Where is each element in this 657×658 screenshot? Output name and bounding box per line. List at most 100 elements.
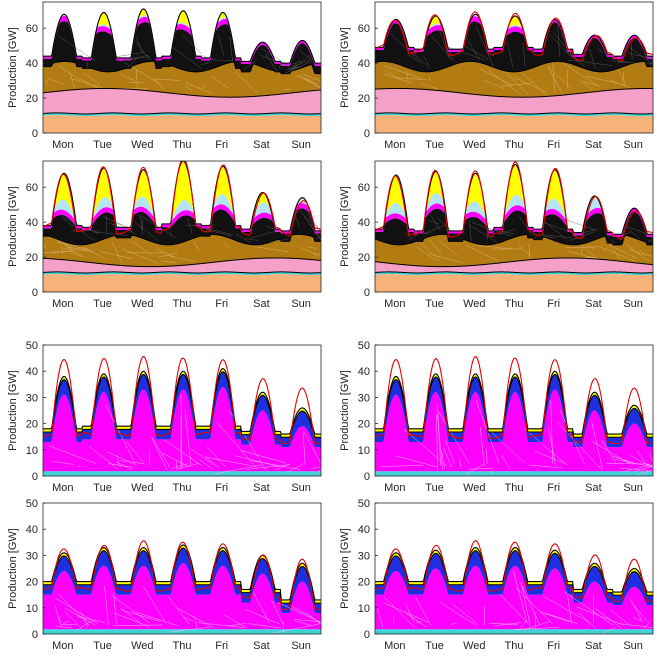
hatch-line [151,436,171,468]
hatch-line [244,608,280,625]
hatch-line [156,248,176,258]
x-tick-label: Thu [505,139,524,151]
hatch-line [303,432,321,464]
hatch-line [298,209,321,234]
y-tick-label: 40 [26,366,38,378]
hatch-line [504,71,529,95]
hatch-line [591,440,631,465]
hatch-line [410,615,427,628]
chart-panel-8: 0 10 20 30 40 50 Mon Tue Wed Thu Fri Sat Sun Producti… [339,498,654,652]
hatch-line [479,68,513,86]
hatch-line [113,592,117,624]
cyan-area [375,112,653,117]
hatch-line [618,69,627,86]
hatch-line [547,66,563,95]
hatch-line [528,464,564,469]
hatch-line [194,616,198,628]
y-axis-label: Production [GW] [339,27,351,108]
y-tick-label: 60 [26,182,38,194]
cyan-area [43,471,321,476]
hatch-line [240,450,287,464]
hatch-line [547,66,571,89]
x-tick-label: Sat [253,482,270,494]
hatch-line [126,441,145,464]
plot-area [375,161,653,292]
hatch-line [389,33,423,65]
hatch-line [499,594,531,626]
hatch-line [182,616,194,622]
axes-box [42,1,322,134]
total-outline [43,544,321,601]
hatch-line [43,242,48,250]
brown-area [375,234,653,267]
hatch-line [223,614,246,628]
y-tick-label: 50 [26,340,38,352]
hatch-line [489,623,518,625]
hatch-line [116,461,132,470]
x-tick-label: Fri [547,640,560,652]
hatch-line [612,246,638,259]
hatch-line [54,605,61,624]
hatch-line [539,611,571,623]
band-edge-line [43,547,321,604]
hatch-line [445,440,455,464]
y-tick-label: 0 [364,629,370,641]
y-axis-label: Production [GW] [339,186,351,267]
x-tick-label: Tue [425,139,444,151]
hatch-line [68,247,89,251]
x-tick-label: Sat [585,139,602,151]
hatch-line [539,234,556,239]
hatch-line [512,569,528,623]
hatch-line [83,72,101,86]
hatch-line [382,65,421,79]
x-tick-label: Tue [425,482,444,494]
hatch-line [469,224,499,244]
y-axis-label: Production [GW] [339,528,351,609]
hatch-line [485,227,514,234]
hatch-line [565,246,598,248]
hatch-line [120,607,143,625]
hatch-line [111,241,123,263]
hatch-line [406,53,419,63]
hatch-line [301,73,321,82]
yellow-area [375,164,653,235]
magenta-area [375,389,653,472]
orange-area [375,274,653,292]
magenta-area [375,16,653,59]
magenta-area [43,15,321,66]
hatch-line [522,620,551,631]
cyan-area [375,271,653,276]
hatch-line [566,250,599,260]
hatch-line [633,605,648,622]
hatch-line [193,241,200,251]
hatch-line [580,61,613,66]
y-axis-label: Production [GW] [7,27,19,108]
hatch-line [589,48,596,70]
x-tick-label: Sat [585,298,602,310]
cyan-area [375,629,653,634]
hatch-line [69,71,76,89]
hatch-line [428,238,442,255]
hatch-line [69,250,82,257]
hatch-line [648,451,653,464]
hatch-line [601,439,617,465]
hatch-line [126,57,138,70]
pink-area [375,88,653,114]
hatch-line [89,446,118,469]
y-axis-label: Production [GW] [7,370,19,451]
yellow-area [43,9,321,64]
x-tick-label: Tue [93,139,112,151]
hatch-line [245,238,259,241]
hatch-line [110,594,151,624]
hatch-line [281,60,313,76]
y-tick-label: 20 [26,419,38,431]
hatch-line [205,456,252,466]
y-tick-label: 40 [26,524,38,536]
hatch-line [634,465,653,473]
hatch-line [443,447,452,468]
hatch-line [406,47,431,69]
hatch-line [515,587,553,624]
hatch-line [483,79,505,89]
y-tick-label: 0 [32,471,38,483]
hatch-line [57,35,96,62]
